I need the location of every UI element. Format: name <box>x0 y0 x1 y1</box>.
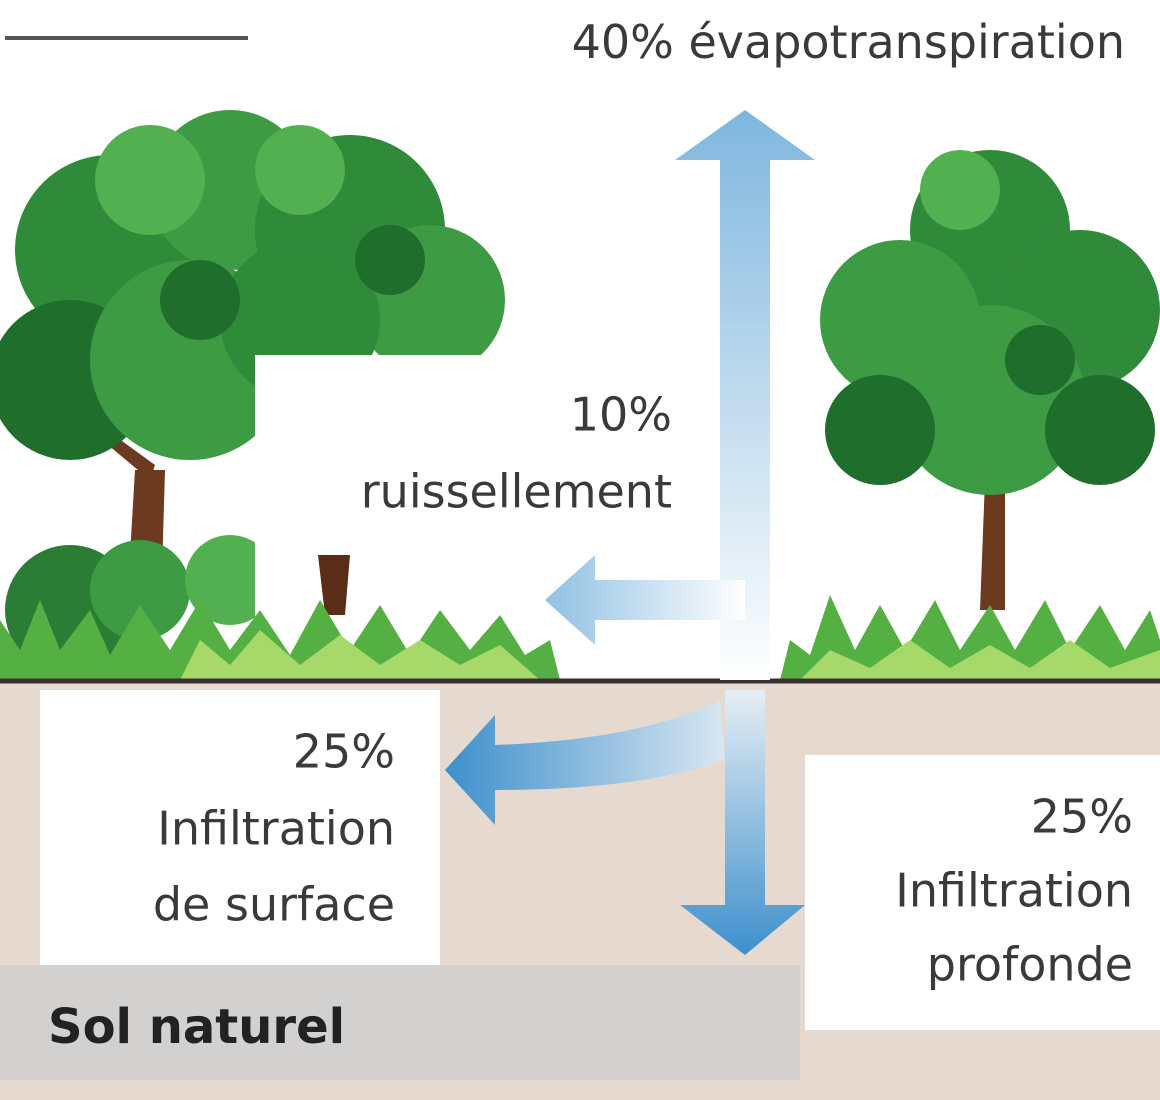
flow-label: ruissellement <box>361 465 672 519</box>
flow-label: Infiltration <box>895 864 1133 918</box>
percent: 10% <box>570 388 672 442</box>
percent: 40% <box>572 15 674 69</box>
flow-label: de surface <box>153 878 395 932</box>
flow-label: évapotranspiration <box>688 15 1125 69</box>
ground-label: Sol naturel <box>48 999 345 1055</box>
percent: 25% <box>293 725 395 779</box>
page: Diagram {"flows": [ {"percent": "40%", "… <box>0 0 1160 1100</box>
body: 40% évapotranspiration 10% ruissellement… <box>0 0 1160 1100</box>
diagram: 40% évapotranspiration 10% ruissellement… <box>0 0 1160 1100</box>
percent: 25% <box>1031 790 1133 844</box>
flow-label: profonde <box>927 938 1133 992</box>
label-evapotranspiration: 40% évapotranspiration <box>572 15 1125 69</box>
flow-label: Infiltration <box>157 802 395 856</box>
tree-right <box>820 150 1160 610</box>
